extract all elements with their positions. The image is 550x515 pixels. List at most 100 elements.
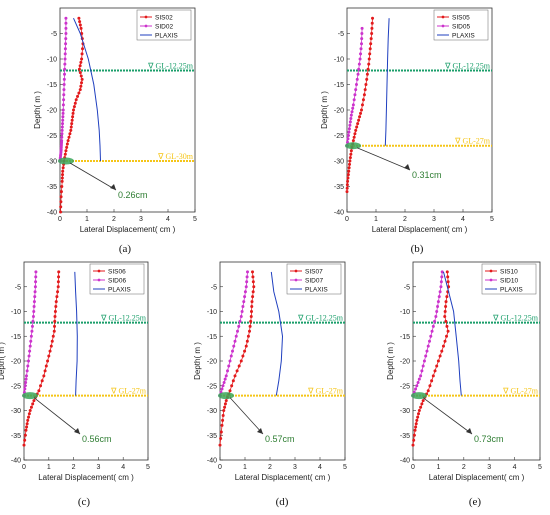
data-point xyxy=(223,405,227,409)
data-point xyxy=(228,389,232,393)
data-point xyxy=(443,339,447,343)
data-point xyxy=(23,384,27,388)
data-point xyxy=(371,16,375,20)
y-tick-label: -15 xyxy=(11,334,21,341)
x-tick-label: 3 xyxy=(293,464,297,471)
data-point xyxy=(57,275,61,279)
data-point xyxy=(27,415,31,419)
y-tick-label: -10 xyxy=(47,57,57,64)
panel-caption: (d) xyxy=(276,496,289,508)
data-point xyxy=(234,334,238,338)
annotation-arrow xyxy=(33,397,81,435)
data-point xyxy=(64,21,68,25)
series-line-SIS02 xyxy=(60,18,84,213)
data-point xyxy=(349,152,353,156)
series-line-PLAXIS xyxy=(443,271,462,396)
y-tick-label: -30 xyxy=(47,159,57,166)
data-point xyxy=(244,285,248,289)
data-point xyxy=(79,60,83,64)
data-point xyxy=(370,32,374,35)
panel-c: 0 1 2 3 4 5 -40 -35 -30 -25 -20 -15 -10 -5 Lateral Dis… xyxy=(0,261,150,508)
data-point xyxy=(351,106,355,110)
data-point xyxy=(49,344,53,348)
data-point xyxy=(79,74,83,78)
data-point xyxy=(415,384,419,388)
level-label: ∇ GL-30m xyxy=(157,152,194,161)
data-point xyxy=(34,280,38,284)
data-point xyxy=(32,310,36,313)
data-point xyxy=(366,67,370,71)
y-tick-label: -15 xyxy=(47,82,57,89)
annotation-arrow xyxy=(229,397,264,435)
data-point xyxy=(243,349,247,353)
data-point xyxy=(443,314,447,318)
data-point xyxy=(412,433,416,437)
data-point xyxy=(251,280,255,284)
data-point xyxy=(431,374,435,378)
legend-marker xyxy=(294,278,298,282)
data-point xyxy=(349,149,353,153)
toe-ellipse xyxy=(22,392,38,400)
data-point xyxy=(26,364,30,368)
data-point xyxy=(358,115,362,119)
data-point xyxy=(345,183,349,187)
displacement-annotation: 0.56cm xyxy=(82,434,112,444)
data-point xyxy=(62,93,66,97)
data-point xyxy=(244,344,248,348)
legend-label: SID05 xyxy=(452,24,470,31)
x-tick-label: 4 xyxy=(513,464,517,471)
data-point xyxy=(444,305,448,309)
legend-marker xyxy=(144,24,148,28)
data-point xyxy=(346,173,350,177)
data-point xyxy=(64,32,68,35)
data-point xyxy=(24,377,28,381)
x-tick-label: 1 xyxy=(374,216,378,223)
data-point xyxy=(237,324,241,328)
legend-label: PLAXIS xyxy=(108,287,131,294)
data-point xyxy=(64,16,68,20)
data-point xyxy=(347,130,351,134)
level-label: ∇ GL-27m xyxy=(110,387,147,396)
data-point xyxy=(63,67,67,71)
data-point xyxy=(437,295,441,299)
data-point xyxy=(73,101,77,105)
y-tick-label: -20 xyxy=(47,108,57,115)
level-label: ∇ GL-12.25m xyxy=(444,61,491,70)
y-tick-label: -15 xyxy=(400,334,410,341)
data-point xyxy=(28,409,32,412)
data-point xyxy=(417,377,421,381)
x-tick-label: 0 xyxy=(58,216,62,223)
data-point xyxy=(416,380,420,384)
series-line-SID07 xyxy=(219,271,248,396)
data-point xyxy=(414,425,418,429)
data-point xyxy=(26,359,30,363)
x-tick-label: 4 xyxy=(461,216,465,223)
y-tick-label: -30 xyxy=(400,408,410,415)
data-point xyxy=(419,405,423,409)
data-point xyxy=(59,200,63,204)
data-point xyxy=(223,402,227,406)
data-point xyxy=(53,314,57,318)
data-point xyxy=(243,295,247,299)
data-point xyxy=(430,329,434,333)
y-tick-label: -35 xyxy=(11,433,21,440)
x-tick-label: 1 xyxy=(243,464,247,471)
data-point xyxy=(226,369,229,373)
data-point xyxy=(438,354,442,358)
data-point xyxy=(43,369,47,373)
data-point xyxy=(219,430,223,434)
y-tick-label: -25 xyxy=(334,133,344,140)
data-point xyxy=(221,418,225,422)
data-point xyxy=(361,98,365,102)
y-tick-label: -40 xyxy=(334,210,344,217)
toe-ellipse xyxy=(345,142,361,150)
data-point xyxy=(349,117,353,120)
y-tick-label: -20 xyxy=(400,359,410,366)
data-point xyxy=(246,334,250,338)
y-axis-label: Depth( m ) xyxy=(0,342,6,380)
data-point xyxy=(59,205,63,209)
x-axis-label: Lateral Displacement( cm ) xyxy=(38,473,134,482)
data-point xyxy=(60,179,64,183)
legend-label: SID02 xyxy=(155,24,173,31)
legend-label: PLAXIS xyxy=(155,33,178,40)
